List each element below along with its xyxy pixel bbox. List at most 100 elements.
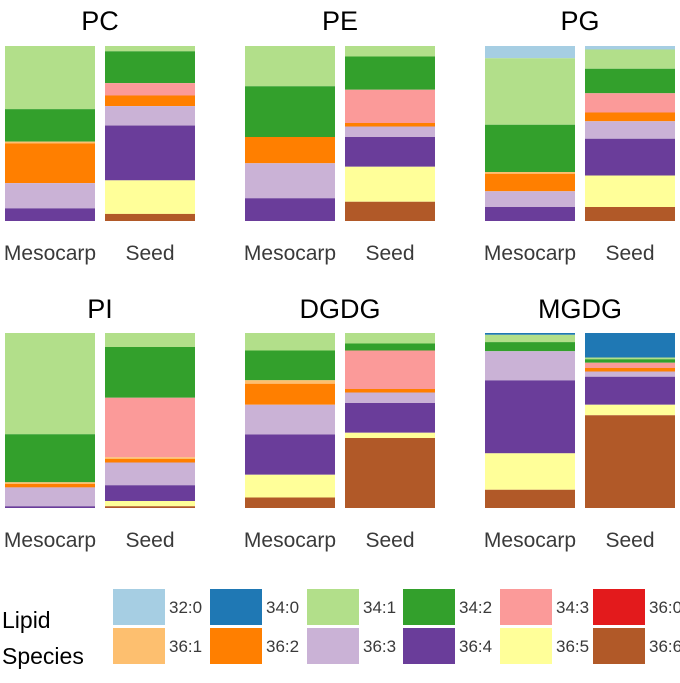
panel-title: PG bbox=[560, 6, 599, 36]
bar-segment-34-3 bbox=[105, 83, 195, 96]
legend-swatch-32-0 bbox=[113, 589, 165, 625]
bar-segment-36-4 bbox=[245, 434, 335, 475]
bar-segment-34-1 bbox=[585, 357, 675, 360]
bar-segment-36-2 bbox=[105, 95, 195, 107]
bar-segment-36-2 bbox=[345, 389, 435, 393]
legend-label-36-1: 36:1 bbox=[169, 637, 202, 656]
bar-segment-36-2 bbox=[5, 143, 95, 184]
x-tick-label: Seed bbox=[605, 242, 654, 265]
bar-segment-36-1 bbox=[245, 380, 335, 384]
legend-swatch-34-2 bbox=[403, 589, 455, 625]
bar-segment-34-1 bbox=[245, 46, 335, 87]
legend-label-36-2: 36:2 bbox=[266, 637, 299, 656]
bar-segment-34-2 bbox=[345, 56, 435, 90]
bar-segment-34-0 bbox=[485, 333, 575, 335]
bar-segment-36-2 bbox=[345, 123, 435, 127]
bar-segment-36-3 bbox=[585, 121, 675, 139]
bar-segment-34-2 bbox=[585, 68, 675, 94]
legend-label-34-0: 34:0 bbox=[266, 598, 299, 617]
panel-pe: PE Mesocarp Seed bbox=[244, 6, 435, 265]
bar-segment-36-5 bbox=[585, 175, 675, 207]
bar-segment-34-3 bbox=[105, 397, 195, 458]
bar-segment-36-6 bbox=[345, 438, 435, 508]
legend-title-line1: Lipid bbox=[2, 607, 51, 633]
legend-label-36-4: 36:4 bbox=[459, 637, 492, 656]
bar-segment-34-1 bbox=[345, 333, 435, 344]
panel-pi: PI Mesocarp Seed bbox=[4, 294, 195, 552]
bar-segment-36-4 bbox=[345, 403, 435, 433]
legend-swatch-36-6 bbox=[593, 628, 645, 664]
x-tick-label: Seed bbox=[365, 242, 414, 265]
bar-segment-34-1 bbox=[345, 46, 435, 57]
bar-segment-36-2 bbox=[585, 368, 675, 372]
legend-label-36-5: 36:5 bbox=[556, 637, 589, 656]
bar-segment-36-5 bbox=[245, 474, 335, 498]
bar-segment-36-6 bbox=[245, 497, 335, 508]
bar-segment-32-0 bbox=[485, 46, 575, 59]
bar-segment-36-6 bbox=[105, 506, 195, 508]
x-tick-label: Seed bbox=[125, 529, 174, 552]
bar-segment-36-4 bbox=[105, 125, 195, 181]
bar-segment-36-3 bbox=[5, 183, 95, 209]
legend-swatch-36-4 bbox=[403, 628, 455, 664]
legend-swatch-36-1 bbox=[113, 628, 165, 664]
panel-mgdg: MGDG Mesocarp Seed bbox=[484, 294, 675, 552]
bar-segment-34-2 bbox=[245, 86, 335, 137]
x-tick-label: Seed bbox=[605, 529, 654, 552]
bar-segment-36-2 bbox=[485, 173, 575, 192]
legend-swatch-36-2 bbox=[210, 628, 262, 664]
bar-segment-36-3 bbox=[245, 404, 335, 435]
bar-segment-36-2 bbox=[245, 137, 335, 164]
x-tick-label: Mesocarp bbox=[4, 242, 96, 265]
bar-segment-36-4 bbox=[485, 380, 575, 454]
bar-segment-34-2 bbox=[485, 124, 575, 172]
bar-segment-36-6 bbox=[585, 415, 675, 508]
panel-title: PI bbox=[87, 294, 113, 324]
bar-segment-36-2 bbox=[585, 112, 675, 122]
bar-segment-36-1 bbox=[485, 172, 575, 174]
bar-segment-36-6 bbox=[485, 489, 575, 508]
bar-segment-34-2 bbox=[5, 109, 95, 142]
legend-label-34-3: 34:3 bbox=[556, 598, 589, 617]
bar-segment-36-1 bbox=[5, 141, 95, 144]
panel-pg: PG Mesocarp Seed bbox=[484, 6, 675, 265]
bar-segment-34-1 bbox=[105, 333, 195, 347]
bar-segment-36-3 bbox=[245, 163, 335, 199]
x-tick-label: Seed bbox=[365, 529, 414, 552]
bar-segment-36-4 bbox=[345, 137, 435, 167]
legend-label-36-3: 36:3 bbox=[363, 637, 396, 656]
bar-segment-34-1 bbox=[245, 333, 335, 351]
x-tick-label: Seed bbox=[125, 242, 174, 265]
legend-label-36-0: 36:0 bbox=[649, 598, 680, 617]
bar-segment-36-6 bbox=[105, 213, 195, 221]
bar-segment-36-5 bbox=[345, 432, 435, 438]
bar-segment-36-4 bbox=[585, 138, 675, 176]
bar-segment-34-2 bbox=[245, 350, 335, 381]
x-tick-label: Mesocarp bbox=[484, 242, 576, 265]
bar-segment-36-3 bbox=[105, 106, 195, 126]
panel-dgdg: DGDG Mesocarp Seed bbox=[244, 294, 435, 552]
bar-segment-34-3 bbox=[345, 350, 435, 389]
bar-segment-36-2 bbox=[105, 459, 195, 463]
bar-segment-34-2 bbox=[485, 342, 575, 352]
legend-swatch-36-0 bbox=[593, 589, 645, 625]
legend-swatch-36-5 bbox=[500, 628, 552, 664]
bar-segment-36-4 bbox=[5, 506, 95, 508]
x-tick-label: Mesocarp bbox=[4, 529, 96, 552]
bar-segment-34-2 bbox=[5, 434, 95, 483]
bar-segment-34-1 bbox=[5, 46, 95, 110]
bar-segment-36-1 bbox=[5, 482, 95, 484]
bar-segment-34-1 bbox=[585, 49, 675, 69]
panel-title: MGDG bbox=[538, 294, 622, 324]
legend: Lipid Species 32:0 34:0 34:1 34:2 34:3 36:0 36:1… bbox=[2, 589, 680, 669]
x-tick-label: Mesocarp bbox=[244, 242, 336, 265]
bar-segment-34-2 bbox=[585, 359, 675, 363]
bar-segment-36-5 bbox=[585, 404, 675, 416]
bar-segment-36-4 bbox=[485, 207, 575, 221]
legend-label-36-6: 36:6 bbox=[649, 637, 680, 656]
bar-segment-36-4 bbox=[5, 208, 95, 221]
bar-segment-36-6 bbox=[585, 207, 675, 221]
legend-swatch-36-3 bbox=[307, 628, 359, 664]
legend-label-34-1: 34:1 bbox=[363, 598, 396, 617]
